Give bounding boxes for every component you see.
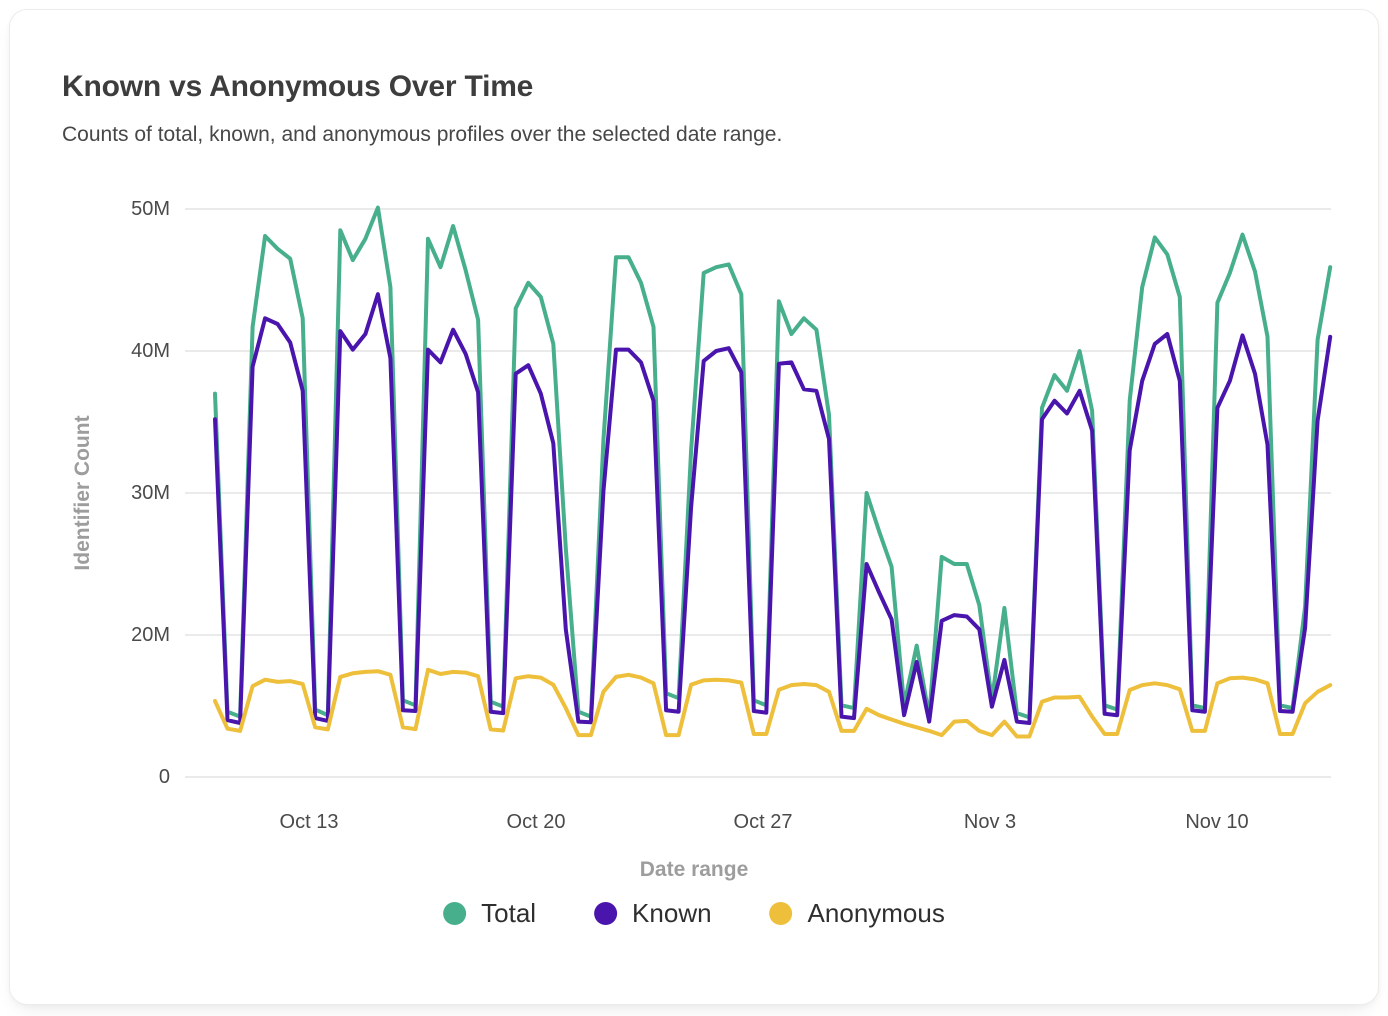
legend-item-known[interactable]: Known <box>594 898 712 929</box>
x-axis-title: Date range <box>639 858 749 881</box>
series-line-anonymous[interactable] <box>213 667 1333 739</box>
legend-item-total[interactable]: Total <box>443 898 536 929</box>
x-tick-label-nov-3: Nov 3 <box>963 811 1017 833</box>
legend-label-known: Known <box>632 898 712 928</box>
x-tick-label-oct-13: Oct 13 <box>279 811 339 833</box>
legend-dot-total <box>443 902 467 925</box>
legend-dot-anonymous <box>769 902 793 925</box>
chart-subtitle: Counts of total, known, and anonymous pr… <box>62 123 783 146</box>
series-line-total[interactable] <box>213 205 1333 720</box>
legend-dot-known <box>594 902 618 925</box>
x-tick-label-nov-10: Nov 10 <box>1185 811 1249 833</box>
chart-title: Known vs Anonymous Over Time <box>62 70 534 103</box>
y-tick-label-30M: 30M <box>131 482 170 504</box>
x-tick-label-oct-27: Oct 27 <box>733 811 793 833</box>
y-tick-label-0: 0 <box>158 766 170 788</box>
legend-item-anonymous[interactable]: Anonymous <box>769 898 945 929</box>
chart-legend: Total Known Anonymous <box>443 898 945 929</box>
y-tick-label-20M: 20M <box>131 624 170 646</box>
legend-label-total: Total <box>481 898 537 928</box>
x-tick-label-oct-20: Oct 20 <box>506 811 566 833</box>
chart-card <box>9 9 1379 1005</box>
legend-label-anonymous: Anonymous <box>807 898 945 928</box>
y-tick-label-40M: 40M <box>131 340 170 362</box>
y-tick-label-50M: 50M <box>131 198 170 220</box>
series-line-known[interactable] <box>213 292 1333 725</box>
